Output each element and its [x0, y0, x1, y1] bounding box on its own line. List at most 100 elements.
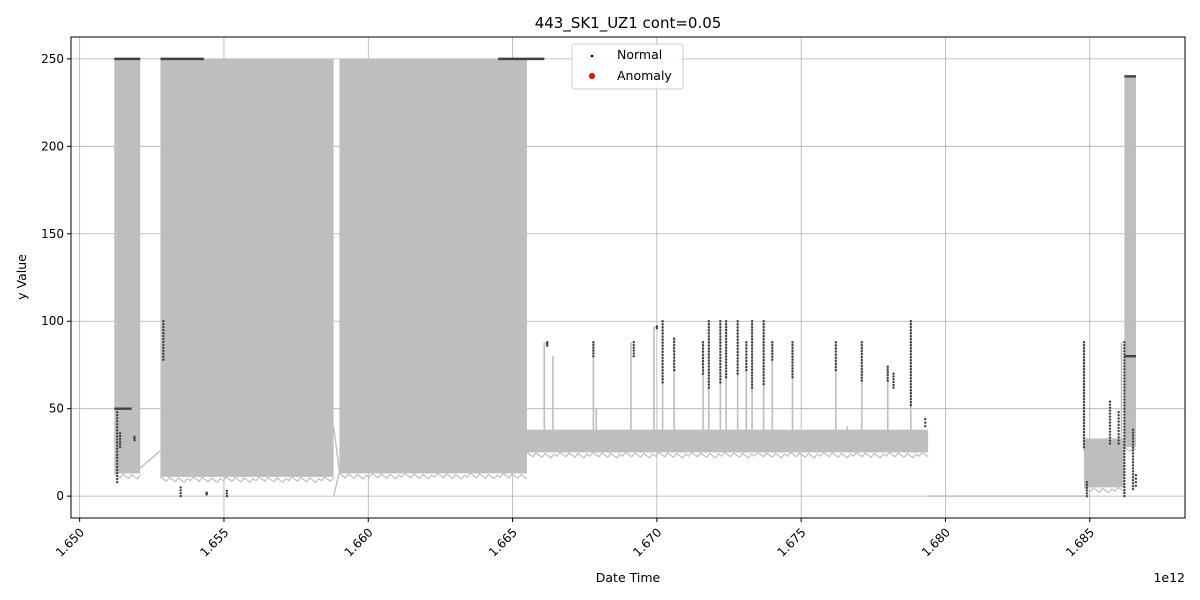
normal-point	[719, 320, 722, 323]
normal-point	[707, 368, 711, 371]
normal-point	[115, 432, 119, 435]
normal-point	[118, 437, 122, 440]
normal-point	[860, 349, 863, 353]
normal-point	[719, 381, 722, 384]
normal-point	[655, 327, 659, 330]
normal-point	[1123, 392, 1126, 395]
normal-point	[1123, 491, 1126, 495]
normal-point	[1123, 449, 1126, 453]
normal-point	[707, 332, 711, 335]
normal-point	[701, 347, 705, 350]
normal-point	[736, 323, 739, 326]
normal-point	[736, 326, 739, 329]
normal-point	[724, 352, 728, 355]
normal-point	[909, 373, 913, 377]
normal-point	[719, 350, 722, 354]
normal-point	[1131, 443, 1135, 446]
normal-point	[1131, 455, 1135, 458]
normal-point	[745, 359, 748, 363]
normal-point	[909, 347, 913, 350]
normal-point	[834, 353, 837, 356]
normal-point	[750, 359, 754, 362]
normal-point	[771, 355, 774, 358]
normal-point	[118, 431, 122, 435]
normal-point	[661, 378, 664, 381]
normal-point	[750, 383, 754, 386]
normal-point	[672, 337, 676, 340]
normal-point	[545, 341, 549, 344]
normal-point	[1123, 431, 1126, 434]
normal-point	[762, 371, 765, 374]
normal-point	[909, 385, 913, 389]
normal-point	[179, 494, 182, 498]
normal-point	[672, 365, 676, 369]
normal-point	[719, 329, 722, 332]
normal-point	[1131, 452, 1135, 455]
series-envelope	[526, 429, 929, 453]
normal-point	[1117, 442, 1120, 445]
normal-point	[791, 367, 794, 370]
normal-point	[1082, 400, 1086, 404]
normal-point	[909, 335, 913, 338]
normal-point	[1123, 455, 1126, 459]
normal-point	[592, 343, 595, 347]
normal-point	[115, 462, 119, 466]
normal-point	[133, 438, 136, 442]
normal-point	[1131, 467, 1135, 470]
x-axis-label: Date Time	[596, 570, 661, 585]
normal-point	[701, 353, 705, 357]
normal-point	[886, 379, 889, 382]
normal-point	[719, 362, 722, 366]
normal-point	[860, 352, 863, 356]
normal-point	[724, 361, 728, 364]
normal-point	[750, 380, 754, 383]
normal-point	[736, 350, 739, 354]
normal-point	[1123, 377, 1126, 380]
normal-point	[1082, 359, 1086, 362]
normal-point	[834, 350, 837, 353]
normal-point	[1082, 362, 1086, 365]
normal-point	[909, 341, 913, 344]
normal-point	[719, 378, 722, 381]
normal-point	[672, 359, 676, 362]
normal-point	[750, 350, 754, 353]
series-envelope	[114, 58, 141, 474]
normal-point	[750, 365, 754, 368]
legend-label-normal: Normal	[617, 47, 662, 62]
normal-point	[162, 320, 165, 323]
normal-point	[860, 343, 863, 347]
normal-point	[707, 371, 711, 374]
normal-point	[1123, 422, 1126, 425]
normal-point	[724, 343, 728, 346]
normal-point	[1123, 416, 1126, 419]
normal-point	[707, 356, 711, 359]
normal-point	[162, 352, 165, 355]
normal-point	[745, 350, 748, 353]
points-layer	[114, 57, 1138, 498]
normal-point	[736, 347, 739, 351]
normal-point	[736, 329, 739, 332]
normal-point	[672, 340, 676, 344]
normal-point	[1123, 482, 1126, 486]
normal-point	[834, 369, 837, 372]
normal-point	[701, 341, 705, 344]
normal-point	[115, 438, 119, 441]
normal-point	[762, 379, 765, 383]
normal-point	[162, 358, 165, 361]
normal-point	[791, 355, 794, 358]
normal-point	[1082, 433, 1086, 437]
normal-point	[707, 344, 711, 347]
normal-point	[750, 386, 754, 389]
normal-point	[724, 373, 728, 376]
normal-point	[724, 328, 728, 332]
normal-point	[162, 334, 165, 338]
normal-point	[1108, 412, 1112, 415]
normal-point	[1082, 424, 1086, 428]
normal-point	[179, 489, 182, 492]
normal-point	[736, 341, 739, 345]
normal-point	[724, 355, 728, 358]
series-envelope	[1124, 76, 1136, 448]
normal-point	[1108, 427, 1112, 430]
normal-point	[762, 359, 765, 362]
normal-point	[1085, 492, 1089, 495]
